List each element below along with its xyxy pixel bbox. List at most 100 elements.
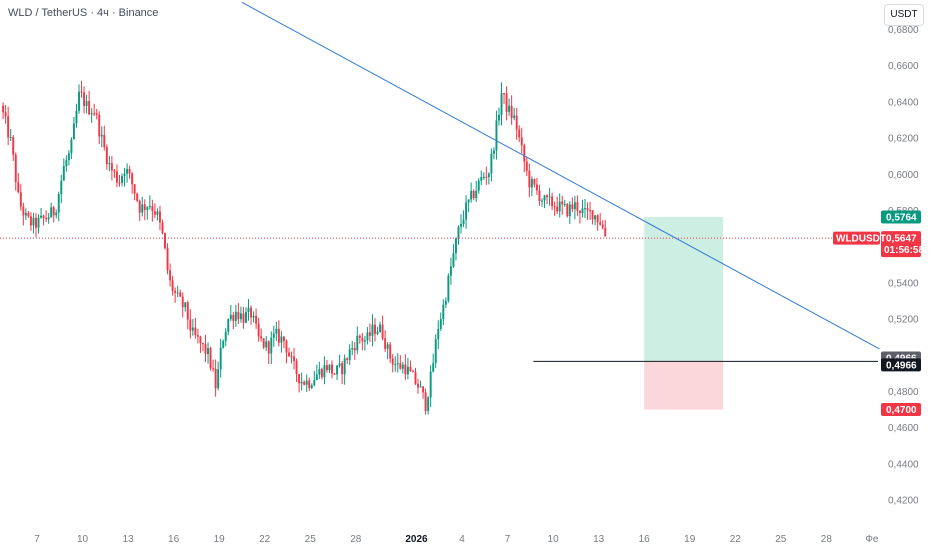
candle-body	[492, 150, 495, 154]
candle-body	[255, 315, 258, 324]
candle-body	[546, 195, 549, 198]
candle-body	[265, 341, 268, 348]
candle-body	[485, 176, 488, 178]
x-tick-label: 19	[214, 534, 226, 545]
candle-body	[62, 166, 65, 181]
candle-body	[282, 336, 285, 341]
symbol-tag	[833, 231, 880, 245]
candle-body	[293, 356, 296, 361]
candle-body	[432, 363, 435, 372]
candle-body	[434, 339, 437, 364]
candle-body	[24, 212, 27, 216]
candle-body	[576, 202, 579, 211]
candle-body	[318, 369, 321, 375]
y-tick-label: 0,6400	[888, 97, 919, 108]
candle-body	[313, 379, 316, 386]
candle-body	[42, 215, 45, 218]
candle-body	[136, 193, 139, 201]
y-tick-label: 0,5400	[888, 278, 919, 289]
candle-body	[331, 364, 333, 374]
candle-body	[419, 386, 422, 388]
candle-body	[164, 232, 166, 249]
candle-body	[439, 319, 442, 329]
candle-body	[566, 203, 569, 217]
candle-body	[181, 296, 184, 308]
candle-body	[515, 115, 518, 130]
candle-body	[80, 91, 83, 93]
candle-body	[232, 314, 235, 321]
candle-body	[601, 224, 604, 228]
price-tag-value: 0,5647	[886, 234, 917, 245]
candle-body	[530, 179, 533, 188]
candle-body	[548, 196, 551, 198]
x-tick-label: 7	[505, 534, 511, 545]
candle-body	[379, 324, 382, 332]
candle-body	[328, 364, 331, 371]
candle-body	[7, 116, 10, 138]
candle-body	[581, 208, 584, 214]
candle-body	[422, 386, 425, 393]
candle-body	[260, 336, 263, 339]
candle-body	[414, 372, 417, 384]
price-tag-value: 0,5764	[886, 212, 917, 223]
candle-body	[272, 333, 275, 338]
candle-body	[9, 136, 12, 138]
candle-body	[520, 137, 523, 146]
candle-body	[409, 366, 412, 372]
candle-body	[222, 341, 225, 348]
candle-body	[245, 312, 247, 323]
price-tag	[881, 403, 921, 417]
price-tag-countdown: 01:56:58	[884, 245, 924, 256]
candle-body	[242, 313, 245, 323]
x-tick-label: 13	[593, 534, 605, 545]
candle-body	[191, 327, 194, 331]
candle-body	[518, 129, 521, 138]
candle-body	[85, 101, 88, 107]
candle-body	[50, 207, 53, 218]
candle-body	[376, 331, 379, 334]
candle-body	[553, 206, 556, 208]
candle-body	[2, 105, 5, 113]
candle-body	[110, 163, 113, 171]
candle-body	[133, 184, 136, 194]
candle-body	[217, 369, 220, 389]
candle-body	[427, 397, 430, 411]
candle-body	[305, 380, 308, 385]
x-tick-label: Фе	[865, 534, 879, 545]
candle-body	[447, 275, 450, 301]
candle-body	[543, 195, 546, 201]
candle-body	[47, 217, 50, 220]
candle-body	[533, 179, 536, 185]
candle-body	[27, 212, 30, 217]
candle-body	[257, 323, 260, 337]
candle-body	[528, 170, 531, 188]
candle-body	[391, 358, 394, 365]
position-zones	[644, 216, 724, 410]
trend-line	[241, 1, 880, 350]
candle-body	[525, 161, 528, 171]
x-tick-label: 28	[350, 534, 362, 545]
candle-body	[561, 201, 564, 205]
candle-body	[381, 324, 384, 339]
candle-body	[462, 219, 465, 224]
price-tag	[881, 231, 921, 258]
candle-body	[17, 182, 20, 193]
candle-body	[4, 112, 7, 117]
candle-body	[442, 304, 445, 320]
candle-body	[67, 153, 70, 161]
candle-body	[212, 368, 215, 370]
x-tick-label: 19	[684, 534, 696, 545]
candle-body	[19, 192, 22, 207]
unit-button[interactable]: USDT	[884, 4, 924, 26]
candle-body	[444, 300, 447, 305]
y-tick-label: 0,4200	[888, 496, 919, 507]
candle-body	[126, 168, 129, 174]
candle-body	[247, 307, 250, 313]
candle-body	[363, 340, 366, 342]
price-tags: 0,57640,564701:56:58WLDUSDT0,49660,49660…	[833, 210, 924, 417]
candle-body	[108, 163, 111, 165]
candle-body	[455, 238, 457, 254]
candle-body	[401, 364, 404, 369]
candle-body	[270, 337, 273, 354]
